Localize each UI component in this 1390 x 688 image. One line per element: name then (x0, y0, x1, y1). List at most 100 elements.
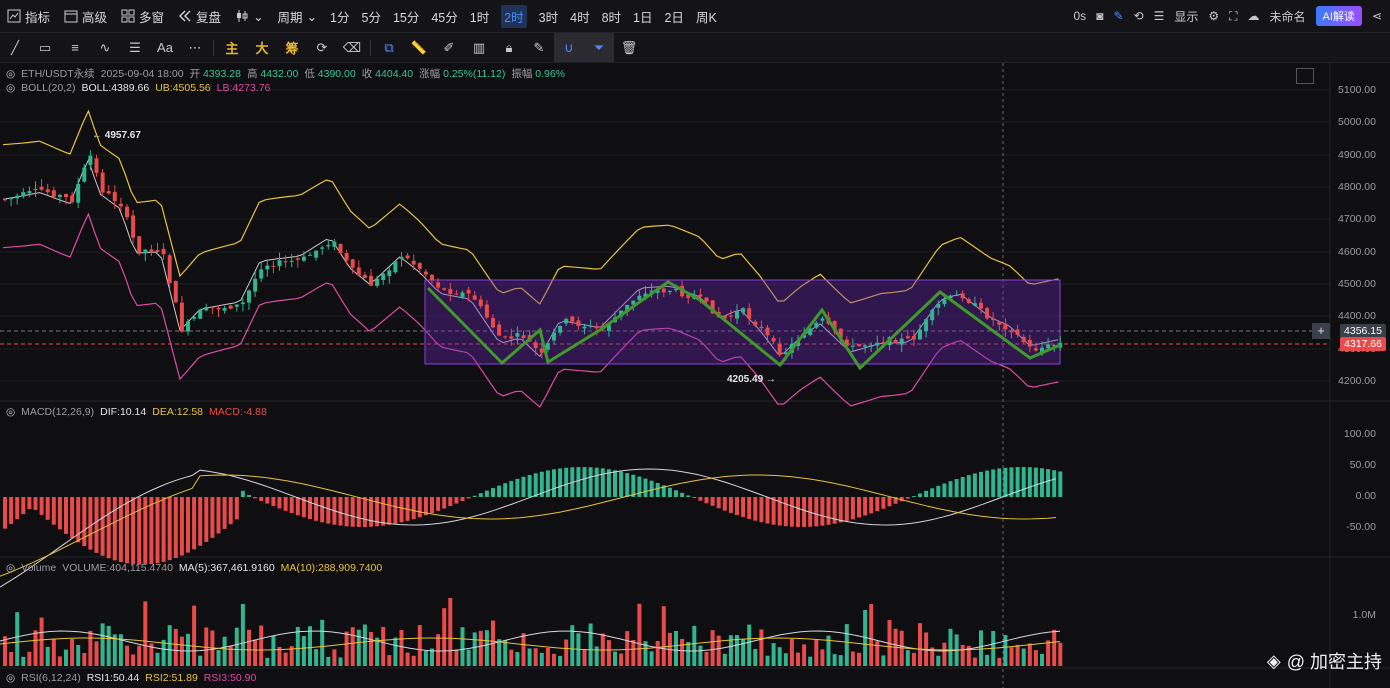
main-force-tool[interactable]: 主 (217, 33, 247, 62)
period-weekly[interactable]: 周K (695, 10, 717, 25)
volume-bar (631, 639, 636, 666)
chart-canvas[interactable] (0, 63, 1390, 688)
last-price-tag: 4317.66 (1340, 337, 1386, 351)
brush-tool[interactable]: ✐ (434, 33, 464, 62)
trendline-tool[interactable]: ╱ (0, 33, 30, 62)
macd-bar (417, 497, 422, 518)
candle-body (387, 270, 392, 277)
price-axis-label: 4600.00 (1338, 246, 1376, 258)
candle-body (509, 336, 514, 339)
macd-bar (82, 497, 87, 547)
macd-bar (826, 497, 831, 525)
candle-body (918, 329, 922, 340)
copy-tool[interactable]: ⧉ (374, 33, 404, 62)
layout-name-dropdown[interactable]: 未命名 (1269, 9, 1306, 24)
period-5m[interactable]: 5分 (361, 10, 381, 25)
cloud-icon[interactable]: ☁ (1247, 9, 1260, 23)
period-dropdown[interactable]: 周期 ⌄ (271, 0, 325, 32)
candle-body (1015, 329, 1020, 335)
macd-bar (777, 497, 782, 526)
volume-bar (338, 657, 343, 666)
list-icon[interactable]: ☰ (1153, 9, 1165, 23)
candle-body (265, 265, 270, 270)
advanced-button[interactable]: 高级 (57, 0, 114, 32)
macd-bar (911, 496, 916, 497)
macd-bar (362, 497, 367, 527)
eye-icon[interactable]: ◎ (6, 672, 16, 684)
display-button[interactable]: 显示 (1174, 9, 1199, 24)
macd-bar (277, 497, 282, 509)
macd-bar (106, 497, 111, 559)
candle-body (381, 273, 386, 280)
period-45m[interactable]: 45分 (431, 10, 458, 25)
wave-tool[interactable]: ∿ (90, 33, 120, 62)
note-tool[interactable]: ✎ (524, 33, 554, 62)
period-1d[interactable]: 1日 (633, 10, 653, 25)
period-15m[interactable]: 15分 (392, 10, 420, 25)
eraser-tool[interactable]: ⌫ (337, 33, 367, 62)
filter-tool[interactable]: ⏷ (584, 33, 614, 62)
rectangle-tool[interactable]: ▭ (30, 33, 60, 62)
volume-bar (637, 603, 642, 666)
macd-bar (326, 497, 331, 524)
macd-bar (783, 497, 788, 527)
price-axis-label: 5100.00 (1338, 84, 1376, 96)
macd-bar (588, 467, 593, 497)
macd-bar (466, 497, 471, 499)
multi-window-button[interactable]: 多窗 (114, 0, 171, 32)
volume-bar (430, 648, 434, 666)
macd-bar (875, 497, 880, 512)
fib-tool[interactable]: ☰ (120, 33, 150, 62)
macd-bar (88, 497, 93, 550)
change-key: 涨幅 (419, 68, 441, 80)
undo-icon[interactable]: ⟲ (1133, 9, 1144, 23)
expand-icon[interactable] (1296, 68, 1314, 84)
macd-bar (972, 473, 977, 497)
share-icon[interactable]: ⋖ (1371, 9, 1382, 23)
sync-tool[interactable]: ⟳ (307, 33, 337, 62)
macd-bar (484, 490, 489, 497)
macd-bar (576, 467, 581, 497)
eye-icon[interactable]: ◎ (6, 67, 16, 80)
add-alert-button[interactable]: + (1312, 323, 1330, 339)
magnet-tool[interactable]: ∪ (554, 33, 584, 62)
eye-icon[interactable]: ◎ (6, 82, 16, 94)
candle-body (655, 290, 660, 293)
macd-bar (247, 495, 251, 497)
lock-tool[interactable]: 🔒︎ (494, 33, 524, 62)
delete-tool[interactable]: 🗑︎ (614, 33, 644, 62)
pencil-icon[interactable]: ✎ (1113, 9, 1124, 23)
ruler-tool[interactable]: 📏 (404, 33, 434, 62)
candle-body (491, 318, 495, 328)
macd-bar (600, 468, 605, 497)
candle-body (88, 155, 93, 165)
fullscreen-icon[interactable]: ⛶ (1229, 8, 1238, 23)
eye-icon[interactable]: ◎ (6, 406, 16, 418)
period-2d[interactable]: 2日 (664, 10, 684, 25)
period-4h[interactable]: 4时 (570, 10, 590, 25)
chip-tool[interactable]: 筹 (277, 33, 307, 62)
chart-type-dropdown[interactable]: ⌄ (228, 0, 270, 32)
eye-icon[interactable]: ◎ (6, 562, 16, 574)
period-3h[interactable]: 3时 (538, 10, 559, 25)
macd-bar (265, 497, 270, 504)
ai-interpret-button[interactable]: AI解读 (1315, 6, 1362, 26)
big-order-tool[interactable]: 大 (247, 33, 277, 62)
macd-bar (234, 497, 239, 520)
volume-bar (423, 650, 428, 666)
parallel-lines-tool[interactable]: ≡ (60, 33, 90, 62)
bars-tool[interactable]: ▥ (464, 33, 494, 62)
trash-icon: 🗑︎ (620, 39, 638, 55)
period-2h[interactable]: 2时 (495, 0, 532, 32)
camera-icon[interactable]: ◙ (1096, 9, 1104, 23)
indicator-button[interactable]: 指标 (0, 0, 57, 32)
period-1h[interactable]: 1时 (469, 10, 490, 25)
period-8h[interactable]: 8时 (601, 10, 622, 25)
macd-bar (735, 497, 739, 516)
text-tool[interactable]: Aa (150, 33, 180, 62)
period-1m[interactable]: 1分 (330, 10, 350, 25)
more-tools[interactable]: ⋯ (180, 33, 210, 62)
replay-button[interactable]: 复盘 (171, 0, 228, 32)
gear-icon[interactable]: ⚙ (1208, 9, 1220, 23)
macd-bar (192, 497, 197, 550)
